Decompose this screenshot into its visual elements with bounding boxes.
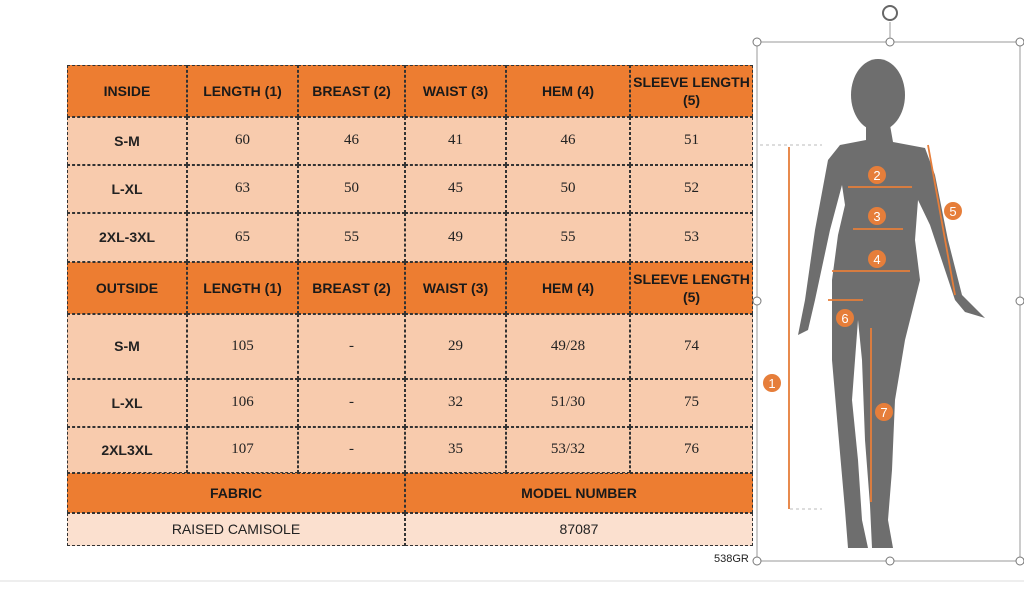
- table-cell: 55: [506, 213, 630, 262]
- table-cell: L-XL: [67, 165, 187, 213]
- marker-label: 5: [949, 204, 956, 219]
- table-cell: 2XL-3XL: [67, 213, 187, 262]
- table-cell: 35: [405, 427, 506, 473]
- table-cell: 45: [405, 165, 506, 213]
- table-cell: HEM (4): [506, 262, 630, 314]
- marker: 4: [868, 250, 886, 268]
- table-cell: S-M: [67, 314, 187, 379]
- table-cell: 63: [187, 165, 298, 213]
- table-cell: 29: [405, 314, 506, 379]
- table-cell: INSIDE: [67, 65, 187, 117]
- table-cell: HEM (4): [506, 65, 630, 117]
- table-cell: 2XL3XL: [67, 427, 187, 473]
- table-cell: 49/28: [506, 314, 630, 379]
- table-cell: FABRIC: [67, 473, 405, 513]
- table-cell: OUTSIDE: [67, 262, 187, 314]
- table-cell: 55: [298, 213, 405, 262]
- table-cell: 75: [630, 379, 753, 427]
- table-cell: 50: [298, 165, 405, 213]
- table-cell: 106: [187, 379, 298, 427]
- table-cell: LENGTH (1): [187, 65, 298, 117]
- handles: [752, 37, 1024, 566]
- rotate-handle[interactable]: [882, 5, 898, 21]
- marker-label: 4: [873, 252, 880, 267]
- table-cell: 46: [506, 117, 630, 165]
- marker: 3: [868, 207, 886, 225]
- measure-lines: [788, 144, 956, 509]
- table-cell: LENGTH (1): [187, 262, 298, 314]
- table-cell: 51: [630, 117, 753, 165]
- table-cell: S-M: [67, 117, 187, 165]
- table-cell: 51/30: [506, 379, 630, 427]
- table-cell: SLEEVE LENGTH (5): [630, 65, 753, 117]
- table-cell: 60: [187, 117, 298, 165]
- guide-lines: [760, 144, 822, 510]
- label: 538GR: [714, 553, 749, 565]
- table-cell: MODEL NUMBER: [405, 473, 753, 513]
- table-cell: BREAST (2): [298, 262, 405, 314]
- table-cell: 52: [630, 165, 753, 213]
- table-cell: L-XL: [67, 379, 187, 427]
- marker: 6: [836, 309, 854, 327]
- table-cell: 32: [405, 379, 506, 427]
- table-cell: WAIST (3): [405, 262, 506, 314]
- table-cell: 49: [405, 213, 506, 262]
- marker: 1: [763, 374, 781, 392]
- table-cell: 41: [405, 117, 506, 165]
- table-cell: 105: [187, 314, 298, 379]
- table-cell: -: [298, 314, 405, 379]
- marker: 2: [868, 166, 886, 184]
- table-cell: 50: [506, 165, 630, 213]
- silhouette: [798, 59, 985, 548]
- table-cell: 53/32: [506, 427, 630, 473]
- table-cell: 87087: [405, 513, 753, 546]
- marker: 5: [944, 202, 962, 220]
- marker-label: 2: [873, 168, 880, 183]
- table-cell: 107: [187, 427, 298, 473]
- table-cell: 76: [630, 427, 753, 473]
- table-cell: 65: [187, 213, 298, 262]
- marker-label: 6: [841, 311, 848, 326]
- table-cell: -: [298, 427, 405, 473]
- table-cell: WAIST (3): [405, 65, 506, 117]
- table-cell: 74: [630, 314, 753, 379]
- table-cell: RAISED CAMISOLE: [67, 513, 405, 546]
- table-cell: 46: [298, 117, 405, 165]
- marker-label: 7: [880, 405, 887, 420]
- table-cell: SLEEVE LENGTH (5): [630, 262, 753, 314]
- marker-label: 1: [768, 376, 775, 391]
- table-cell: BREAST (2): [298, 65, 405, 117]
- table-cell: 53: [630, 213, 753, 262]
- marker-label: 3: [873, 209, 880, 224]
- marker: 7: [875, 403, 893, 421]
- table-cell: -: [298, 379, 405, 427]
